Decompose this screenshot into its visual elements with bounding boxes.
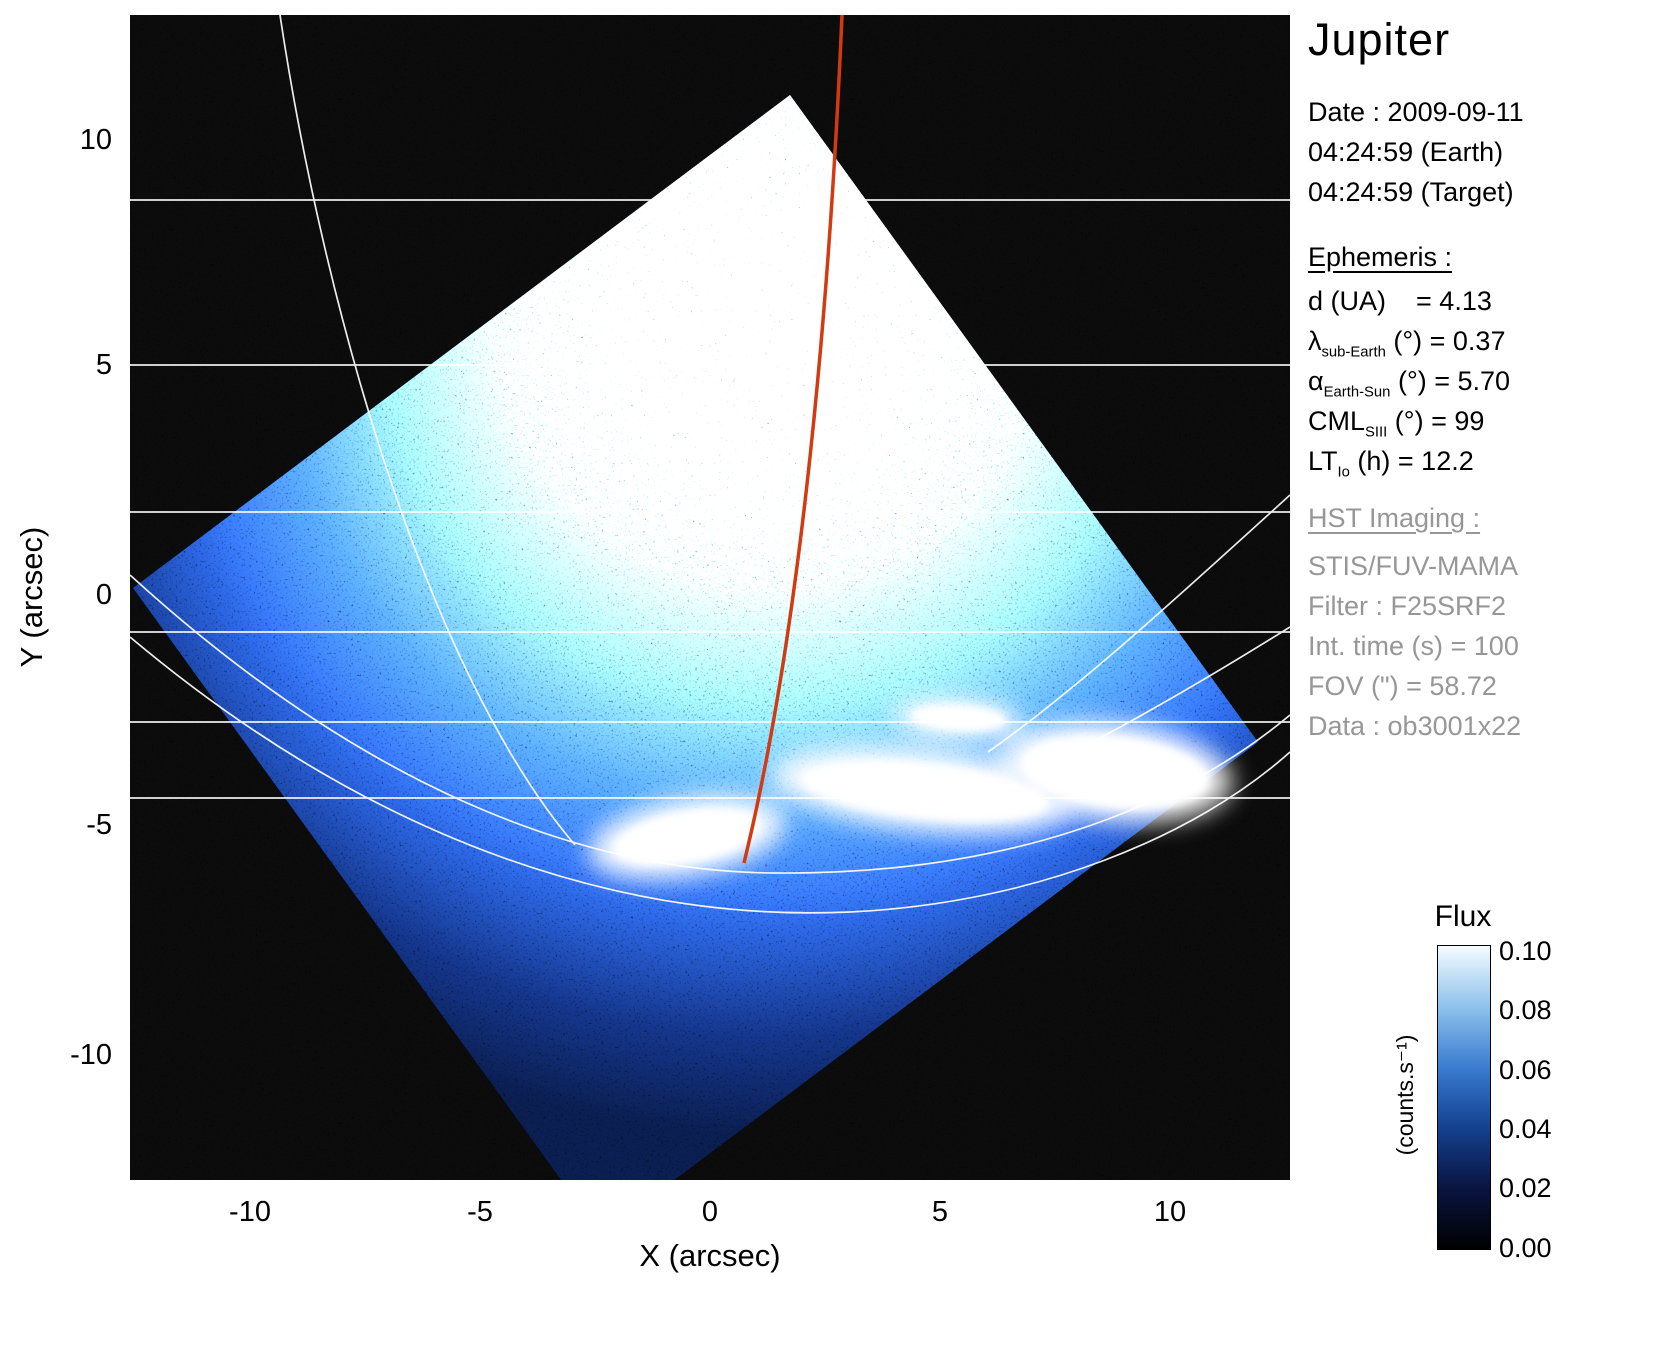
colorbar-tick-label: 0.10	[1499, 936, 1552, 966]
ephemeris-row-io-local-time: LTIo (h) = 12.2	[1308, 446, 1474, 481]
x-axis-label: X (arcsec)	[639, 1238, 781, 1273]
colorbar-tick-label: 0.00	[1499, 1233, 1552, 1263]
hst-int-time: Int. time (s) = 100	[1308, 631, 1519, 661]
cml-meridian-line	[742, 14, 844, 864]
x-tick-label: 5	[931, 1196, 949, 1228]
ephemeris-row-cml: CMLSIII (°) = 99	[1308, 406, 1485, 441]
y-tick-label: 10	[79, 124, 112, 156]
y-tick-label: 0	[95, 579, 112, 611]
colorbar-title: Flux	[1434, 900, 1492, 933]
y-tick-label: -10	[70, 1039, 112, 1071]
x-tick-label: 10	[1153, 1196, 1187, 1228]
y-tick-label: -5	[86, 809, 112, 841]
observation-time-earth: 04:24:59 (Earth)	[1308, 137, 1504, 167]
hst-imaging-block: STIS/FUV-MAMA Filter : F25SRF2 Int. time…	[1308, 546, 1521, 746]
x-tick-label: -10	[229, 1196, 271, 1228]
hst-filter: Filter : F25SRF2	[1308, 591, 1507, 621]
colorbar-tick-label: 0.08	[1499, 995, 1552, 1025]
y-tick-label: 5	[95, 349, 112, 381]
x-tick-label: 0	[701, 1196, 719, 1228]
plot-area	[129, 14, 1291, 1235]
observation-time-target: 04:24:59 (Target)	[1308, 177, 1514, 207]
ephemeris-row-sub-earth-lat: λsub-Earth (°) = 0.37	[1308, 326, 1506, 361]
ephemeris-block: d (UA) = 4.13 λsub-Earth (°) = 0.37 αEar…	[1308, 286, 1510, 486]
hst-data-id: Data : ob3001x22	[1308, 711, 1522, 741]
observation-block: Date : 2009-09-11 04:24:59 (Earth) 04:24…	[1308, 92, 1524, 212]
colorbar: Flux (counts.s⁻¹) 0.10 0.08 0.06 0.04 0.…	[1392, 895, 1665, 1315]
aurora-emission	[588, 697, 1233, 881]
hst-fov: FOV (") = 58.72	[1308, 671, 1497, 701]
aurora-image	[129, 14, 1291, 1235]
colorbar-gradient	[1437, 945, 1491, 1250]
y-axis-label: Y (arcsec)	[14, 526, 49, 668]
hst-imaging-heading: HST Imaging :	[1308, 503, 1481, 533]
ephemeris-row-phase-angle: αEarth-Sun (°) = 5.70	[1308, 366, 1511, 401]
figure-title: Jupiter	[1308, 14, 1451, 65]
colorbar-unit-label: (counts.s⁻¹)	[1392, 1034, 1418, 1156]
colorbar-tick-label: 0.04	[1499, 1114, 1552, 1144]
ephemeris-heading: Ephemeris :	[1308, 242, 1453, 272]
ephemeris-row-distance: d (UA) = 4.13	[1308, 286, 1492, 316]
colorbar-tick-label: 0.02	[1499, 1173, 1552, 1203]
observation-date: Date : 2009-09-11	[1308, 97, 1524, 127]
colorbar-tick-label: 0.06	[1499, 1055, 1552, 1085]
x-tick-label: -5	[467, 1196, 493, 1228]
detector-fov-diamond	[133, 95, 1258, 1235]
hst-instrument: STIS/FUV-MAMA	[1308, 551, 1519, 581]
